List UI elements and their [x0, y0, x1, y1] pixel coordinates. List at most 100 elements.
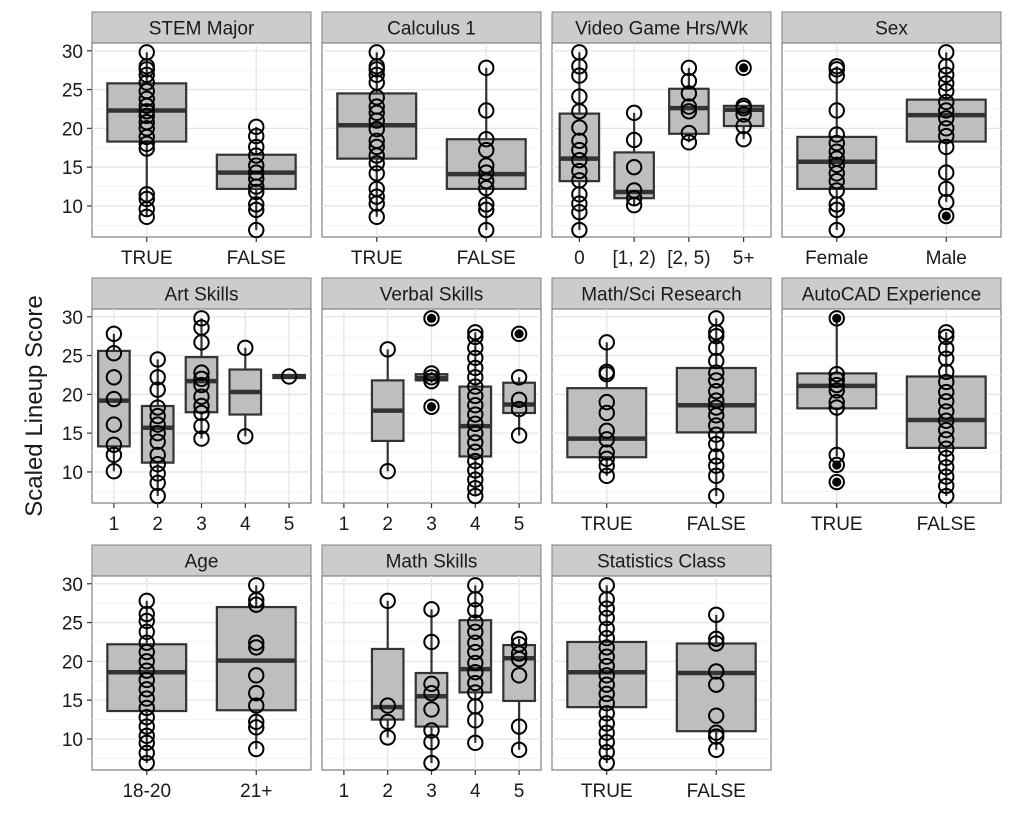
data-point — [248, 147, 265, 164]
y-tick-label: 25 — [62, 81, 83, 102]
data-point — [138, 727, 155, 745]
data-point — [938, 102, 955, 119]
data-point — [598, 705, 615, 722]
box-math-sci-research-true — [566, 334, 648, 485]
data-point — [708, 448, 725, 465]
data-point — [193, 364, 210, 381]
iqr-box — [502, 381, 536, 415]
data-point — [248, 667, 265, 684]
data-point — [828, 456, 845, 474]
data-point — [735, 117, 752, 135]
x-tick-label-4: 4 — [470, 514, 481, 535]
box-statistics-class-false — [675, 606, 757, 759]
data-point — [467, 664, 484, 681]
data-point — [149, 407, 166, 425]
data-point — [708, 435, 725, 453]
data-point — [467, 654, 484, 672]
data-point — [138, 208, 155, 226]
data-point — [598, 695, 615, 712]
data-point — [828, 376, 845, 394]
data-point — [598, 334, 615, 351]
data-point — [248, 157, 265, 174]
data-point — [138, 120, 155, 137]
strip-sex — [781, 11, 1002, 44]
data-point — [680, 124, 698, 142]
data-point — [708, 399, 725, 416]
data-point — [708, 635, 725, 652]
data-point — [708, 383, 725, 400]
data-point — [571, 195, 588, 212]
data-point — [368, 155, 385, 172]
data-point — [138, 744, 155, 762]
data-point — [571, 203, 588, 221]
data-point — [938, 58, 955, 75]
data-point — [510, 667, 528, 684]
box-age-18-20 — [106, 592, 188, 772]
x-tick-label-true: TRUE — [581, 514, 633, 535]
data-point — [828, 126, 845, 143]
data-point — [938, 164, 955, 181]
data-point — [138, 671, 155, 689]
data-point — [598, 457, 615, 474]
data-point — [248, 719, 265, 736]
data-point — [248, 118, 265, 136]
data-point — [625, 131, 643, 149]
data-point — [938, 383, 955, 401]
data-point — [467, 406, 484, 423]
data-point — [478, 201, 495, 219]
box-art-skills-1 — [97, 325, 131, 480]
data-point — [938, 449, 955, 467]
data-point — [938, 373, 955, 391]
strip-label-sex: Sex — [875, 19, 908, 40]
data-point — [248, 183, 265, 201]
strip-label-autocad-experience: AutoCAD Experience — [802, 285, 982, 306]
data-point — [708, 426, 725, 443]
data-point — [708, 364, 725, 381]
data-point — [467, 387, 484, 405]
x-tick-label-female: Female — [805, 248, 868, 269]
iqr-box — [566, 640, 648, 709]
data-point — [138, 699, 155, 717]
data-point — [105, 462, 123, 480]
data-point — [467, 452, 484, 470]
strip-label-stem-major: STEM Major — [149, 19, 255, 40]
data-point — [598, 365, 615, 383]
box-math-skills-5 — [502, 630, 536, 759]
box-sex-male — [905, 44, 987, 225]
data-point — [828, 201, 845, 219]
data-point — [149, 399, 166, 416]
y-tick-label: 10 — [62, 463, 83, 484]
data-point — [828, 134, 845, 152]
box-verbal-skills-3 — [414, 310, 449, 415]
data-point — [708, 707, 725, 724]
data-point — [708, 372, 725, 389]
x-tick-label-false: FALSE — [227, 248, 286, 269]
data-point — [248, 713, 265, 731]
data-point — [467, 471, 484, 488]
data-point — [735, 59, 752, 77]
data-point — [938, 431, 955, 448]
iqr-box — [675, 642, 757, 733]
data-point — [149, 369, 166, 386]
data-point — [571, 119, 588, 136]
data-point — [237, 428, 254, 445]
strip-age — [91, 544, 312, 577]
data-point — [708, 630, 725, 648]
strip-label-verbal-skills: Verbal Skills — [380, 285, 484, 306]
x-tick-label-4: 4 — [240, 514, 251, 535]
x-tick-label-1: 1 — [109, 514, 120, 535]
data-point — [138, 74, 155, 91]
data-point — [625, 190, 643, 207]
data-point — [368, 188, 385, 205]
data-point — [708, 467, 725, 485]
data-point — [193, 417, 210, 435]
data-point — [423, 398, 440, 415]
panel-verbal-skills: Verbal Skills 1 2 3 4 5 — [321, 277, 542, 535]
data-point — [467, 369, 484, 386]
data-point — [828, 67, 845, 84]
data-point — [735, 99, 752, 117]
panel-stem-major: STEM Major TRUE FALSE 10 15 20 25 30 — [62, 11, 312, 269]
data-point — [708, 728, 725, 745]
data-point — [598, 609, 615, 627]
